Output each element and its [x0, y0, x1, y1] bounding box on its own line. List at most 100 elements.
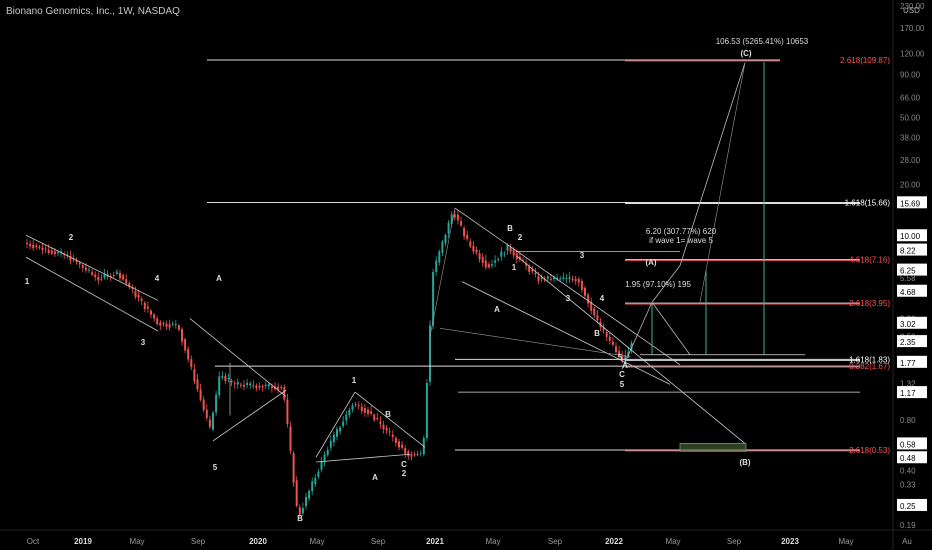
trend-line: [315, 391, 356, 458]
candle-body: [348, 409, 351, 416]
price-tick-label: 8.22: [900, 247, 916, 256]
candle-body: [137, 294, 140, 298]
projection-line: [651, 265, 681, 303]
wave-label: 5: [618, 353, 623, 362]
candle-body: [484, 260, 487, 268]
candle-body: [218, 376, 221, 396]
candle-body: [246, 382, 249, 386]
candle-body: [478, 253, 481, 260]
trend-line: [454, 207, 681, 366]
candle-body: [187, 349, 190, 360]
candle-body: [277, 386, 280, 390]
candle-body: [26, 242, 28, 244]
trend-line: [354, 391, 426, 448]
candle-body: [382, 424, 385, 430]
candle-body: [97, 276, 100, 281]
candle-body: [112, 274, 115, 276]
candle-body: [453, 214, 456, 218]
candle-body: [38, 246, 41, 248]
candle-body: [280, 386, 283, 389]
candle-body: [472, 245, 475, 252]
candle-body: [419, 453, 422, 455]
price-tick-label: 6.25: [900, 267, 916, 276]
candle-body: [543, 278, 546, 281]
price-tick-label: 4.68: [900, 288, 916, 297]
candle-body: [525, 263, 528, 266]
projection-label: if wave 1= wave 5: [649, 236, 713, 245]
candle-body: [587, 294, 590, 304]
candle-body: [267, 384, 270, 387]
candle-body: [196, 379, 199, 390]
candle-body: [199, 389, 202, 400]
wave-label: A: [372, 473, 378, 482]
candle-body: [469, 241, 472, 247]
candle-body: [140, 298, 143, 301]
time-tick-label: Sep: [371, 537, 386, 546]
wave-label: 1: [512, 263, 517, 272]
candle-body: [596, 315, 599, 321]
candle-body: [546, 276, 549, 279]
candle-body: [202, 399, 205, 411]
candle-body: [317, 471, 320, 477]
candle-body: [602, 327, 605, 330]
candle-body: [363, 408, 366, 413]
candle-body: [447, 222, 450, 234]
fib-level-label: 1.618(15.66): [845, 198, 891, 207]
candle-body: [230, 380, 233, 383]
price-tick-label: 38.00: [900, 134, 921, 143]
wave-label: (B): [739, 458, 750, 467]
time-tick-label: Au: [902, 537, 912, 546]
time-tick-label: 2020: [249, 537, 267, 546]
candle-body: [565, 277, 568, 279]
wave-label: 3: [566, 294, 571, 303]
target-box: [679, 443, 747, 452]
wave-label: B: [507, 224, 513, 233]
time-tick-label: 2022: [605, 537, 623, 546]
candle-body: [181, 328, 183, 342]
candle-body: [119, 272, 121, 279]
candle-body: [509, 247, 512, 252]
price-tag-bg: [897, 316, 927, 329]
wave-label: 5: [213, 463, 218, 472]
candle-body: [584, 287, 586, 296]
price-tick-label: 1.17: [900, 389, 916, 398]
candle-body: [146, 306, 149, 309]
candle-body: [165, 323, 168, 327]
candle-body: [506, 244, 509, 251]
candle-body: [568, 277, 571, 279]
time-tick-label: May: [309, 537, 324, 546]
candle-body: [50, 250, 53, 254]
price-tag-bg: [897, 451, 927, 464]
candle-body: [78, 262, 81, 265]
candle-body: [512, 249, 515, 256]
price-tag-bg: [897, 243, 927, 256]
projection-line: [429, 208, 456, 337]
wave-label: C: [619, 370, 625, 379]
trend-line: [212, 389, 287, 442]
candle-body: [345, 414, 348, 421]
time-tick-label: May: [838, 537, 853, 546]
candle-body: [577, 278, 580, 283]
candle-body: [308, 490, 311, 499]
candle-body: [534, 273, 537, 275]
price-tick-label: 120.00: [900, 50, 925, 59]
candle-body: [239, 384, 242, 386]
candle-body: [562, 277, 565, 279]
wave-label: 2: [402, 469, 407, 478]
fib-level-label: 4.618(7.16): [849, 256, 890, 265]
candle-body: [193, 369, 196, 382]
candle-body: [41, 247, 44, 251]
candle-body: [605, 332, 608, 337]
projection-line: [439, 328, 631, 357]
trend-line: [461, 281, 671, 385]
price-tick-label: 0.58: [900, 440, 916, 449]
candle-body: [487, 264, 490, 268]
projection-label: 106.53 (5265.41%) 10653: [716, 37, 809, 46]
candle-body: [53, 251, 56, 255]
price-tick-label: 0.25: [900, 502, 916, 511]
candle-body: [205, 409, 208, 418]
candle-body: [621, 355, 624, 362]
candle-body: [84, 267, 87, 271]
candle-body: [156, 318, 159, 324]
